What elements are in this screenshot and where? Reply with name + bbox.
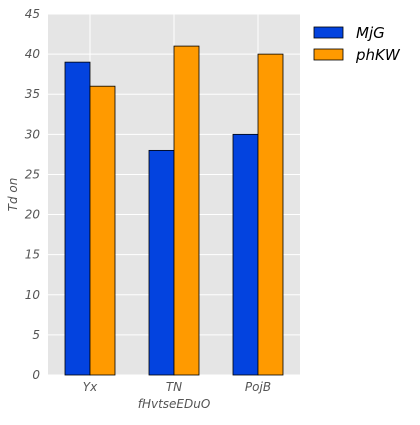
- y-tick-labels: 0 5 10 15 20 25 30 35 40 45: [25, 7, 41, 382]
- y-tick-label: 40: [25, 47, 41, 61]
- bar-MjG-TN: [148, 149, 175, 376]
- x-tick-label: Yx: [83, 380, 98, 394]
- bars: [64, 45, 284, 376]
- legend-label-phKW: phKW: [355, 46, 401, 64]
- x-tick-labels: Yx TN PojB: [83, 380, 271, 394]
- y-tick-label: 45: [25, 7, 40, 21]
- bar-MjG-Yx: [64, 61, 91, 376]
- x-tick-label: TN: [166, 380, 182, 394]
- legend-label-MjG: MjG: [356, 24, 385, 42]
- x-axis-label: fHvtseEDuO: [138, 397, 211, 411]
- y-tick-label: 15: [25, 248, 40, 262]
- legend-swatch-phKW: [313, 48, 344, 61]
- y-tick-label: 0: [32, 368, 40, 382]
- bar-phKW-PojB: [257, 53, 284, 376]
- bar-phKW-TN: [173, 45, 200, 376]
- bar-phKW-Yx: [89, 85, 116, 376]
- y-tick-label: 30: [25, 127, 41, 141]
- y-tick-label: 25: [25, 167, 40, 181]
- y-tick-label: 10: [25, 288, 41, 302]
- y-tick-label: 5: [32, 328, 40, 342]
- y-axis-label: Td on: [6, 178, 20, 212]
- legend: MjG phKW: [313, 24, 401, 64]
- y-tick-label: 20: [25, 208, 41, 222]
- bar-MjG-PojB: [232, 133, 259, 376]
- legend-swatch-MjG: [313, 26, 344, 39]
- y-tick-label: 35: [25, 87, 40, 101]
- x-tick-label: PojB: [245, 380, 271, 394]
